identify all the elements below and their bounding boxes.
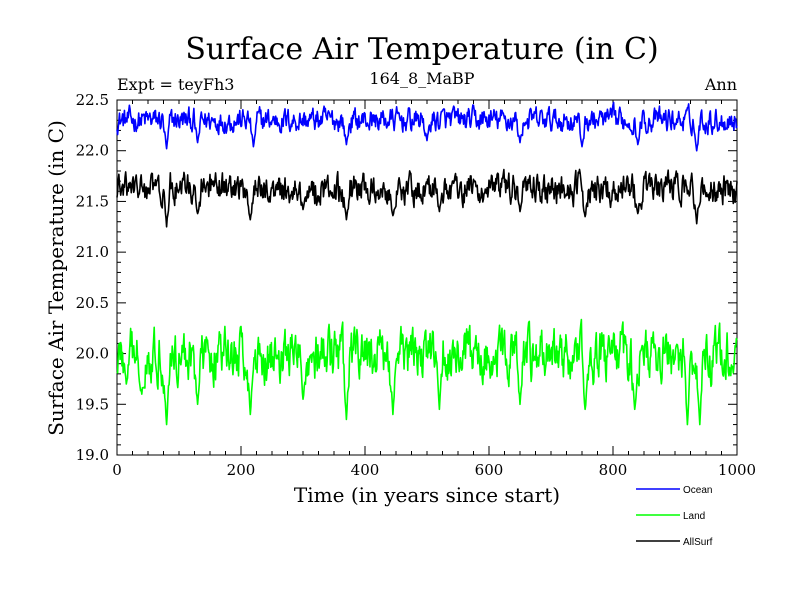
y-tick-label: 19.0 (76, 446, 109, 464)
subtitle-left: Expt = teyFh3 (117, 75, 234, 94)
y-tick-label: 20.0 (76, 345, 109, 363)
x-tick-label: 200 (227, 461, 256, 479)
subtitle-right: Ann (704, 75, 737, 94)
y-tick-label: 22.5 (76, 91, 109, 109)
x-axis-label: Time (in years since start) (294, 483, 560, 507)
y-tick-label: 20.5 (76, 294, 109, 312)
y-tick-label: 22.0 (76, 142, 109, 160)
legend-label-land: Land (683, 511, 705, 522)
chart-title: Surface Air Temperature (in C) (185, 32, 658, 67)
series-line-ocean (116, 101, 738, 152)
x-tick-label: 400 (351, 461, 380, 479)
plot-frame (116, 99, 738, 456)
series-line-allsurf (116, 168, 738, 228)
x-tick-label: 600 (475, 461, 504, 479)
x-tick-label: 0 (112, 461, 122, 479)
series-line-land (116, 318, 738, 426)
y-axis-label: Surface Air Temperature (in C) (44, 120, 68, 436)
x-tick-label: 800 (599, 461, 628, 479)
y-tick-label: 21.5 (76, 192, 109, 210)
legend-label-ocean: Ocean (683, 485, 712, 496)
x-tick-label: 1000 (718, 461, 756, 479)
subtitle-center: 164_8_MaBP (369, 69, 474, 88)
y-tick-label: 19.5 (76, 395, 109, 413)
y-tick-label: 21.0 (76, 243, 109, 261)
legend-label-allsurf: AllSurf (683, 537, 713, 548)
